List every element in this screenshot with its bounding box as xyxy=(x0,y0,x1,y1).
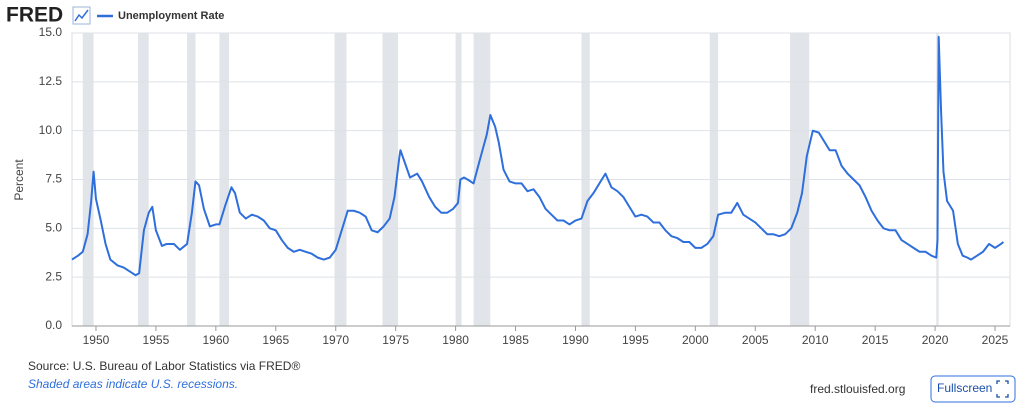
data-line xyxy=(71,35,1005,277)
x-tick-label: 1960 xyxy=(202,333,229,347)
recession-note: Shaded areas indicate U.S. recessions. xyxy=(28,377,238,391)
plot-area: 0.0 2.5 5.0 7.5 10.0 12.5 15.0 1950 1955 1960 1965… xyxy=(39,25,1011,347)
fullscreen-label[interactable]: Fullscreen xyxy=(937,381,992,395)
fullscreen-button[interactable]: Fullscreen xyxy=(930,375,1016,403)
x-tick-label: 2020 xyxy=(922,333,949,347)
y-tick-label: 15.0 xyxy=(39,25,63,39)
x-tick-label: 1970 xyxy=(322,333,349,347)
y-tick-label: 7.5 xyxy=(45,172,62,186)
x-tick-label: 2005 xyxy=(742,333,769,347)
source: Source: U.S. Bureau of Labor Statistics … xyxy=(28,359,300,373)
y-tick-label: 5.0 xyxy=(45,221,62,235)
y-tick-label: 10.0 xyxy=(39,123,63,137)
y-tick-label: 0.0 xyxy=(45,318,62,332)
logo-icon xyxy=(72,6,91,25)
x-tick-label: 1955 xyxy=(143,333,170,347)
x-tick-label: 2025 xyxy=(982,333,1009,347)
y-tick-label: 12.5 xyxy=(39,74,63,88)
x-tick-label: 1965 xyxy=(262,333,289,347)
x-tick-label: 2015 xyxy=(862,333,889,347)
legend-label: Unemployment Rate xyxy=(118,10,224,22)
logo: FRED xyxy=(6,4,63,27)
site-link[interactable]: fred.stlouisfed.org xyxy=(810,382,905,396)
x-tick-label: 1950 xyxy=(83,333,110,347)
x-tick-label: 1980 xyxy=(442,333,469,347)
x-tick-label: 1990 xyxy=(562,333,589,347)
x-tick-label: 2000 xyxy=(682,333,709,347)
x-tick-label: 1985 xyxy=(502,333,529,347)
y-tick-label: 2.5 xyxy=(45,269,62,283)
x-tick-label: 1995 xyxy=(622,333,649,347)
x-tick-label: 1975 xyxy=(382,333,409,347)
x-tick-label: 2010 xyxy=(802,333,829,347)
y-axis-title: Percent xyxy=(12,159,26,201)
